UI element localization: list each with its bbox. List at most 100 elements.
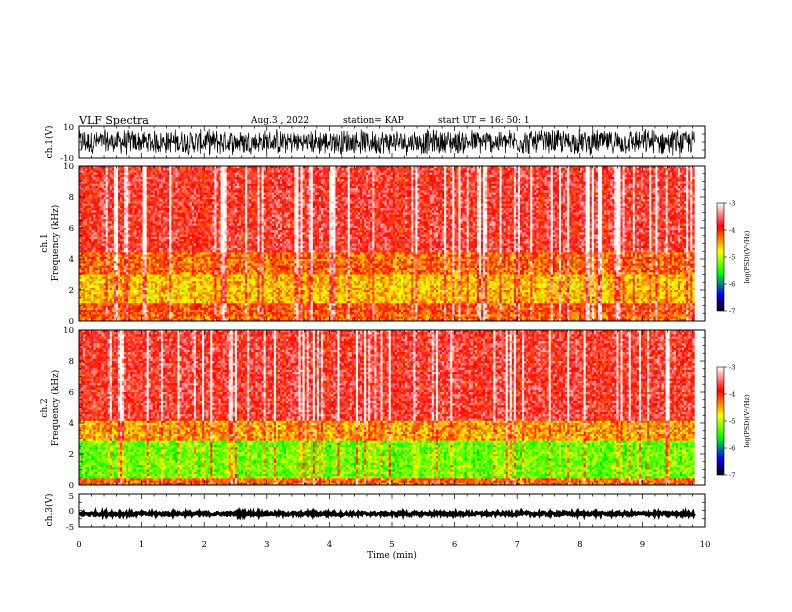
spectrogram-cell [132,194,135,198]
spectrogram-cell [499,183,502,187]
spectrogram-cell [95,199,98,202]
spectrogram-cell [556,174,560,178]
spectrogram-cell [489,172,492,176]
spectrogram-cell [83,188,86,191]
spectrogram-cell [360,185,363,189]
spectrogram-cell [187,181,191,185]
spectrogram-cell [277,179,281,182]
spectrogram-cell [222,168,225,171]
spectrogram-cell [581,183,584,187]
spectrogram-cell [257,177,260,180]
spectrogram-cell [362,166,365,169]
spectrogram-cell [122,174,125,178]
spectrogram-cell [177,174,180,178]
spectrogram-cell [224,194,228,198]
spectrogram-cell [325,170,328,173]
spectrogram-cell [286,177,289,180]
spectrogram-cell [600,168,603,171]
spectrogram-cell [474,172,478,176]
spectrogram-cell [339,181,342,185]
spectrogram-cell [275,166,279,169]
spectrogram-cell [579,172,582,176]
spectrogram-cell [462,174,465,178]
spectrogram-cell [148,177,152,180]
spectrogram-cell [386,168,390,171]
spectrogram-cell [179,188,182,191]
spectrogram-cell [602,194,605,198]
spectrogram-cell [661,170,664,173]
spectrogram-cell [437,181,441,185]
spectrogram-cell [99,168,102,171]
spectrogram-cell [411,168,414,171]
spectrogram-cell [230,168,234,171]
spectrogram-cell [548,179,552,182]
spectrogram-cell [364,185,367,189]
spectrogram-cell [204,188,207,191]
spectrogram-cell [206,170,209,173]
spectrogram-cell [661,192,664,196]
spectrogram-cell [595,188,599,191]
spectrogram-cell [610,183,613,187]
spectrogram-cell [277,192,281,196]
spectrogram-cell [200,170,203,173]
spectrogram-cell [452,188,455,191]
spectrogram-cell [464,185,468,189]
spectrogram-cell [571,181,574,185]
spectrogram-cell [690,168,693,171]
spectrogram-cell [565,199,568,202]
spectrogram-cell [200,190,203,193]
spectrogram-cell [626,188,630,191]
spectrogram-cell [604,166,607,169]
spectrogram-cell [185,201,189,204]
spectrogram-cell [415,174,418,178]
spectrogram-cell [489,174,492,178]
spectrogram-cell [382,185,385,189]
spectrogram-cell [161,174,164,178]
spectrogram-cell [167,172,170,176]
spectrogram-cell [478,168,482,171]
spectrogram-cell [585,190,589,193]
spectrogram-cell [208,197,211,200]
spectrogram-cell [392,197,396,200]
spectrogram-cell [353,172,357,176]
spectrogram-cell [111,197,115,200]
spectrogram-cell [630,188,634,191]
spectrogram-cell [282,181,285,185]
spectrogram-cell [419,199,422,202]
spectrogram-cell [684,170,687,173]
spectrogram-cell [167,192,170,196]
spectrogram-cell [427,199,431,202]
spectrogram-cell [216,170,219,173]
spectrogram-cell [435,188,439,191]
spectrogram-cell [261,190,264,193]
spectrogram-cell [304,199,308,202]
spectrogram-cell [688,192,691,196]
spectrogram-cell [152,192,156,196]
spectrogram-cell [606,194,609,198]
spectrogram-cell [606,192,609,196]
spectrogram-cell [491,177,494,180]
spectrogram-cell [335,181,338,185]
spectrogram-cell [505,172,509,176]
spectrogram-cell [236,199,240,202]
spectrogram-cell [411,172,414,176]
spectrogram-cell [548,174,552,178]
spectrogram-cell [202,201,205,204]
spectrogram-cell [218,194,221,198]
spectrogram-cell [452,183,455,187]
spectrogram-cell [362,185,365,189]
spectrogram-cell [544,194,548,198]
spectrogram-cell [224,199,228,202]
spectrogram-cell [431,188,435,191]
spectrogram-cell [548,185,552,189]
spectrogram-cell [515,192,519,196]
spectrogram-cell [107,174,111,178]
spectrogram-cell [497,190,500,193]
spectrogram-cell [546,168,550,171]
spectrogram-cell [144,168,148,171]
spectrogram-cell [113,201,117,204]
spectrogram-cell [673,190,677,193]
spectrogram-cell [294,179,297,182]
spectrogram-cell [583,183,586,187]
spectrogram-cell [643,192,646,196]
